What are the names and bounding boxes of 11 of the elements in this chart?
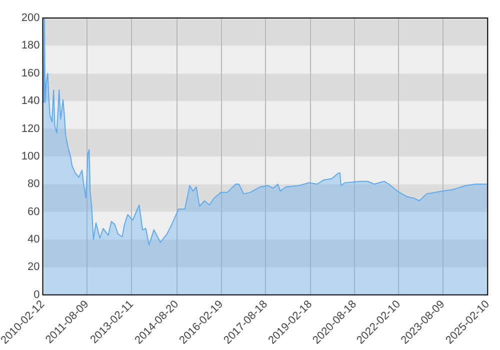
y-tick-label: 0 bbox=[34, 288, 40, 301]
y-tick-label: 20 bbox=[28, 261, 40, 274]
y-tick-label: 40 bbox=[28, 234, 40, 246]
y-tick-label: 100 bbox=[21, 150, 40, 162]
y-tick-label: 200 bbox=[21, 12, 40, 24]
y-tick-label: 160 bbox=[21, 67, 40, 80]
y-tick-label: 60 bbox=[28, 206, 40, 218]
y-tick-label: 120 bbox=[21, 122, 40, 135]
y-tick-label: 180 bbox=[21, 40, 40, 52]
y-tick-label: 140 bbox=[21, 95, 40, 108]
y-tick-label: 80 bbox=[28, 178, 40, 190]
